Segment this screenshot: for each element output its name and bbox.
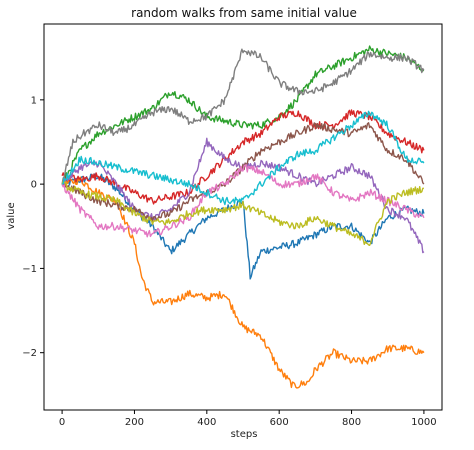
x-tick-label: 1000 <box>411 417 436 428</box>
x-tick-label: 400 <box>197 417 216 428</box>
y-tick-label: 0 <box>31 180 37 191</box>
x-axis-label: steps <box>231 429 258 440</box>
chart-title: random walks from same initial value <box>131 6 357 20</box>
series-line-8 <box>61 48 425 185</box>
series-line-10 <box>61 110 425 206</box>
y-tick-label: −1 <box>22 264 37 275</box>
x-tick-label: 600 <box>270 417 289 428</box>
series-line-6 <box>61 122 425 223</box>
y-tick-label: −2 <box>22 348 37 359</box>
series-line-9 <box>61 180 424 246</box>
x-tick-label: 0 <box>59 417 65 428</box>
series-line-2 <box>61 176 425 389</box>
series-line-3 <box>61 45 425 185</box>
series-line-7 <box>61 164 425 238</box>
x-axis: 0 200 400 600 800 1000 <box>59 410 437 428</box>
plot-frame <box>43 23 443 411</box>
y-axis-label: value <box>6 202 17 229</box>
plot-area <box>61 45 425 389</box>
y-tick-label: 1 <box>31 95 37 106</box>
x-tick-label: 800 <box>342 417 361 428</box>
x-tick-label: 200 <box>125 417 144 428</box>
y-axis: −2 −1 0 1 <box>22 95 44 359</box>
